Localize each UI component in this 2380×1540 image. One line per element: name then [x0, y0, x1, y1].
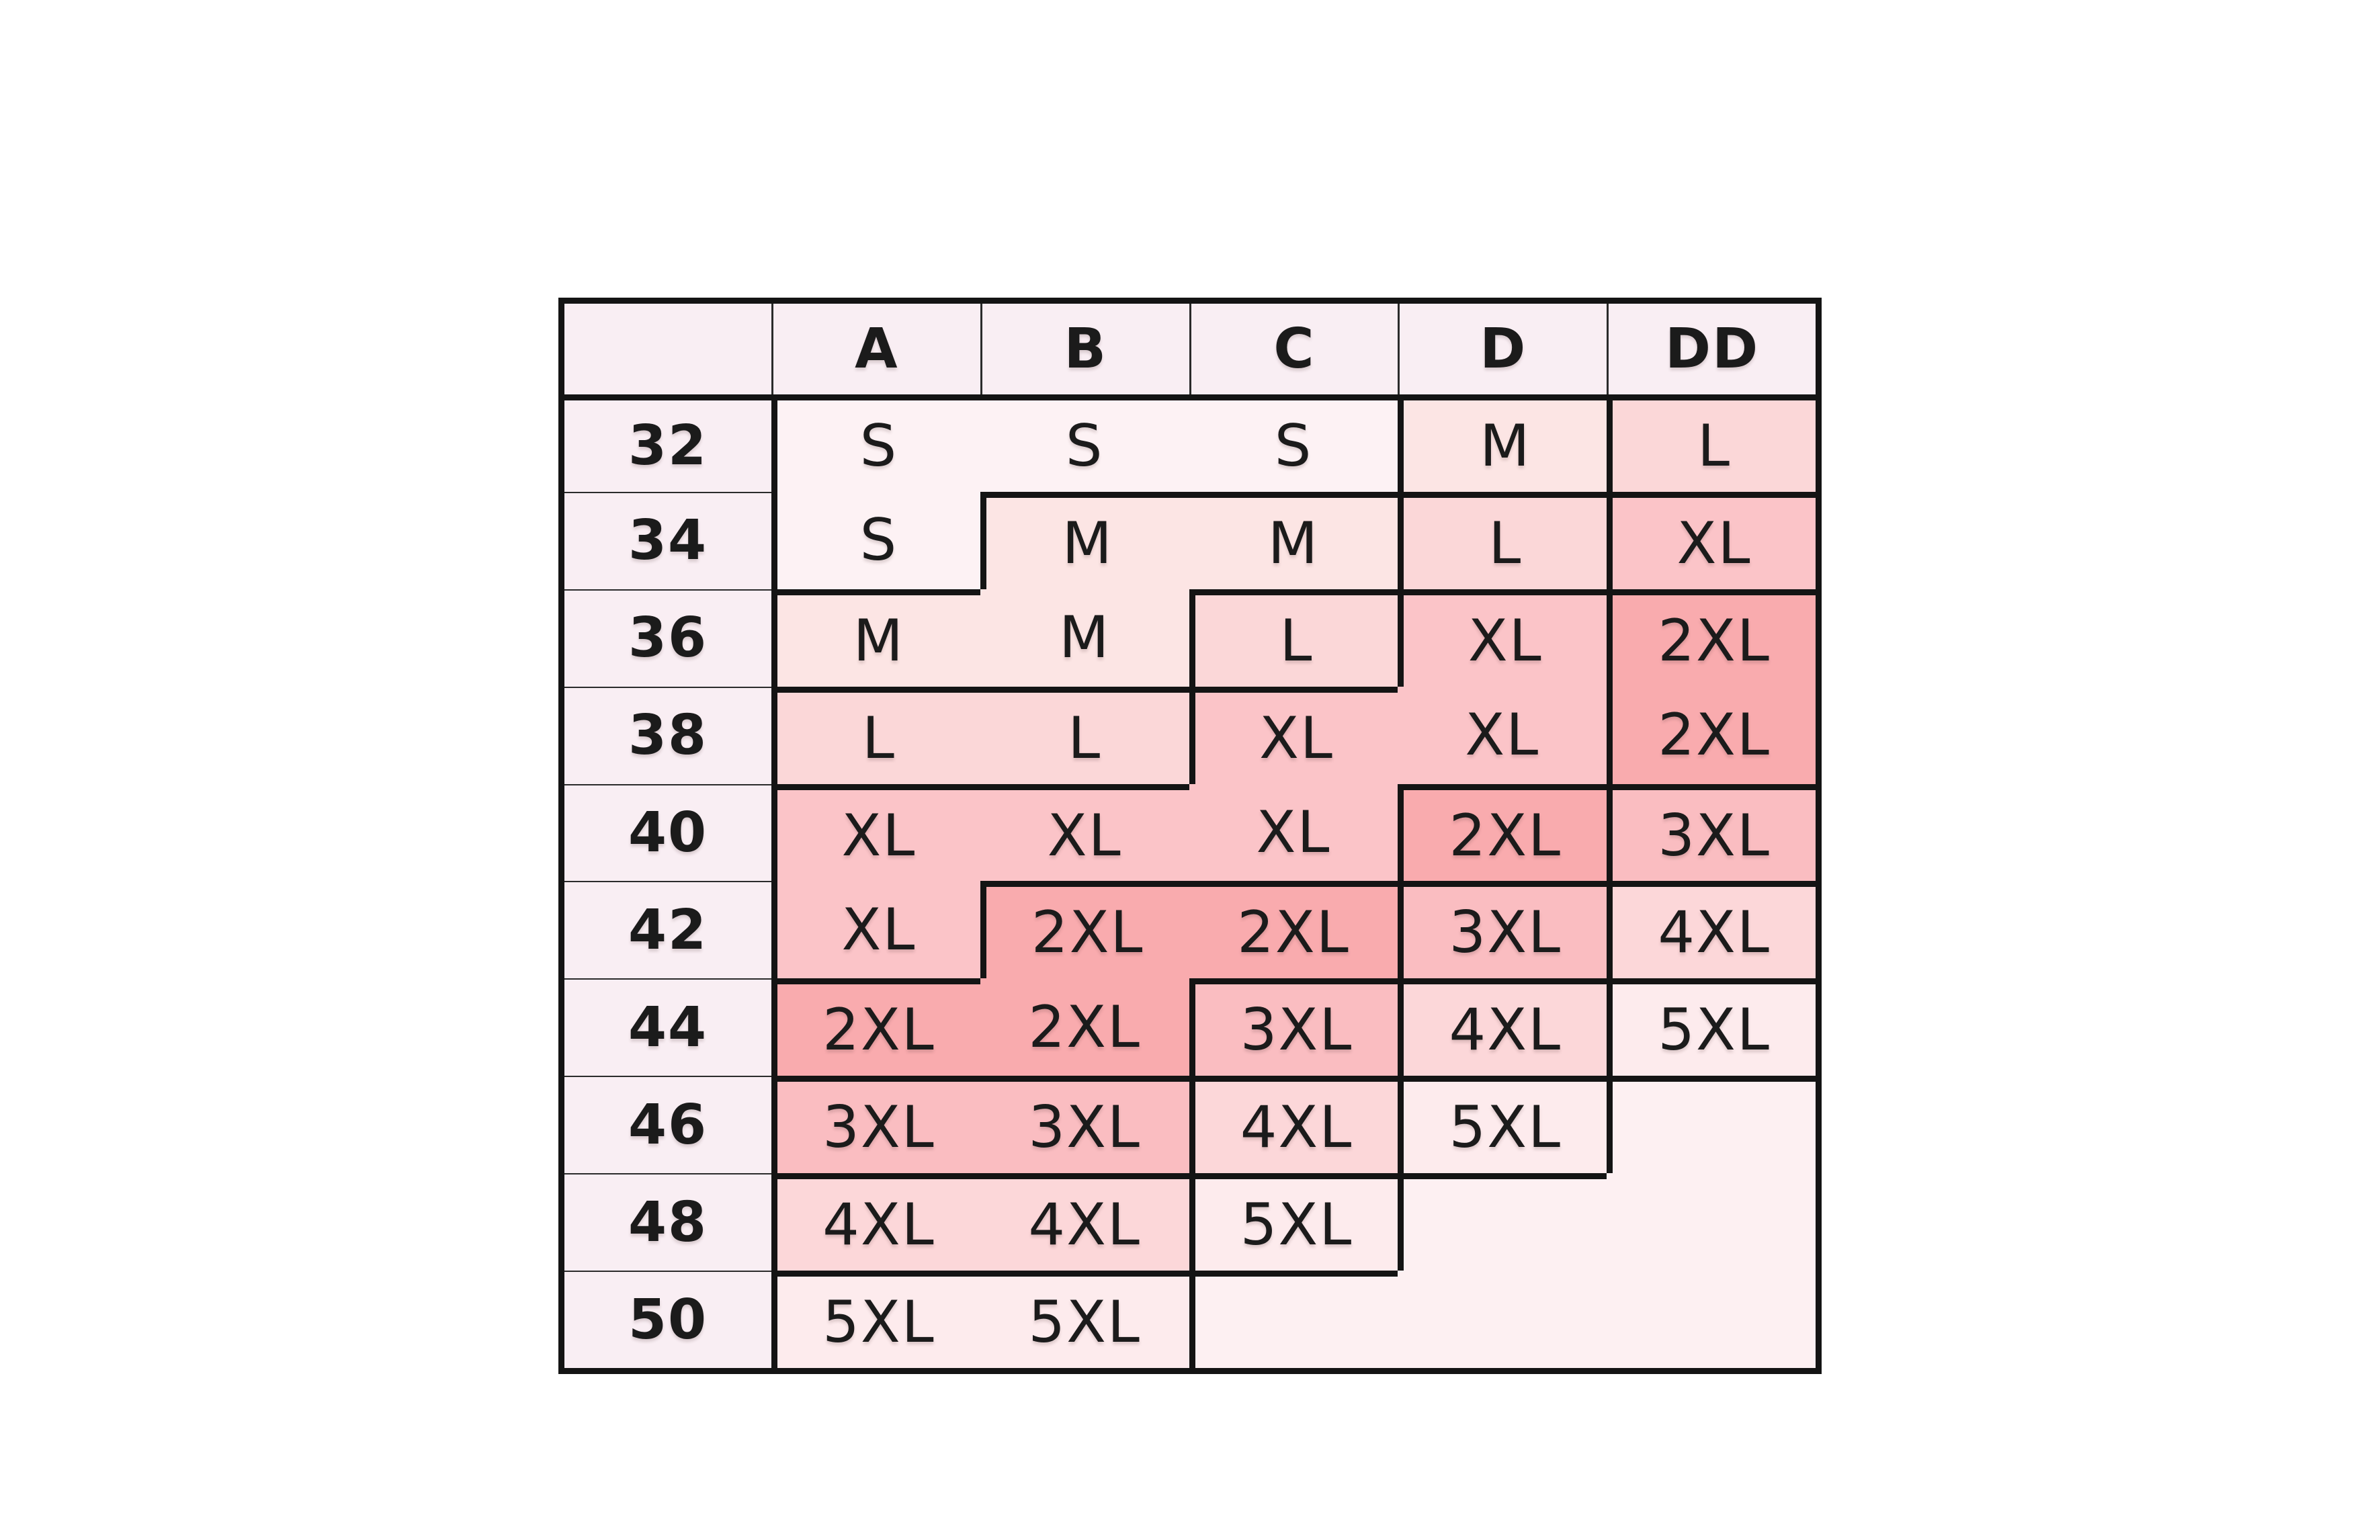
row-header-50: 50 [564, 1271, 771, 1368]
cell-38-A: L [771, 686, 980, 784]
cell-44-B: 2XL [980, 978, 1189, 1076]
cell-46-A: 3XL [771, 1076, 980, 1174]
cell-48-D [1398, 1173, 1607, 1271]
col-header-D: D [1398, 304, 1607, 394]
cell-42-DD: 4XL [1607, 881, 1816, 979]
cell-50-B: 5XL [980, 1271, 1189, 1368]
cell-34-D: L [1398, 491, 1607, 589]
cell-50-DD [1607, 1271, 1816, 1368]
col-header-A: A [771, 304, 980, 394]
cell-34-A: S [771, 491, 980, 589]
row-header-40: 40 [564, 783, 771, 882]
row-header-38: 38 [564, 686, 771, 784]
cell-40-DD: 3XL [1607, 783, 1816, 882]
cell-32-D: M [1398, 394, 1607, 492]
cell-36-C: L [1189, 589, 1398, 687]
cell-34-B: M [980, 491, 1189, 589]
cell-46-B: 3XL [980, 1076, 1189, 1174]
cell-32-DD: L [1607, 394, 1816, 492]
corner-cell [564, 304, 771, 394]
cell-42-C: 2XL [1189, 881, 1398, 979]
col-header-C: C [1189, 304, 1398, 394]
size-chart-table: A B C D DD 32 S S S M L 34 S M M L XL 36 M M L XL 2XL 38 L L XL XL 2… [558, 298, 1822, 1374]
cell-34-C: M [1189, 491, 1398, 589]
cell-40-C: XL [1189, 783, 1398, 882]
cell-32-A: S [771, 394, 980, 492]
cell-40-B: XL [980, 783, 1189, 882]
cell-38-C: XL [1189, 686, 1398, 784]
row-header-32: 32 [564, 394, 771, 492]
cell-36-A: M [771, 589, 980, 687]
cell-38-DD: 2XL [1607, 686, 1816, 784]
cell-48-B: 4XL [980, 1173, 1189, 1271]
cell-40-D: 2XL [1398, 783, 1607, 882]
cell-50-D [1398, 1271, 1607, 1368]
cell-42-B: 2XL [980, 881, 1189, 979]
col-header-B: B [980, 304, 1189, 394]
cell-38-B: L [980, 686, 1189, 784]
cell-48-A: 4XL [771, 1173, 980, 1271]
row-header-48: 48 [564, 1173, 771, 1271]
cell-48-DD [1607, 1173, 1816, 1271]
row-header-36: 36 [564, 589, 771, 687]
cell-44-DD: 5XL [1607, 978, 1816, 1076]
cell-46-C: 4XL [1189, 1076, 1398, 1174]
cell-50-C [1189, 1271, 1398, 1368]
cell-44-D: 4XL [1398, 978, 1607, 1076]
row-header-46: 46 [564, 1076, 771, 1174]
row-header-44: 44 [564, 978, 771, 1076]
cell-46-D: 5XL [1398, 1076, 1607, 1174]
cell-38-D: XL [1398, 686, 1607, 784]
cell-48-C: 5XL [1189, 1173, 1398, 1271]
cell-36-D: XL [1398, 589, 1607, 687]
cell-36-DD: 2XL [1607, 589, 1816, 687]
cell-34-DD: XL [1607, 491, 1816, 589]
cell-40-A: XL [771, 783, 980, 882]
cell-50-A: 5XL [771, 1271, 980, 1368]
col-header-DD: DD [1607, 304, 1816, 394]
cell-44-A: 2XL [771, 978, 980, 1076]
cell-32-C: S [1189, 394, 1398, 492]
cell-46-DD [1607, 1076, 1816, 1174]
cell-36-B: M [980, 589, 1189, 687]
cell-42-D: 3XL [1398, 881, 1607, 979]
cell-32-B: S [980, 394, 1189, 492]
row-header-34: 34 [564, 491, 771, 589]
cell-42-A: XL [771, 881, 980, 979]
cell-44-C: 3XL [1189, 978, 1398, 1076]
row-header-42: 42 [564, 881, 771, 979]
